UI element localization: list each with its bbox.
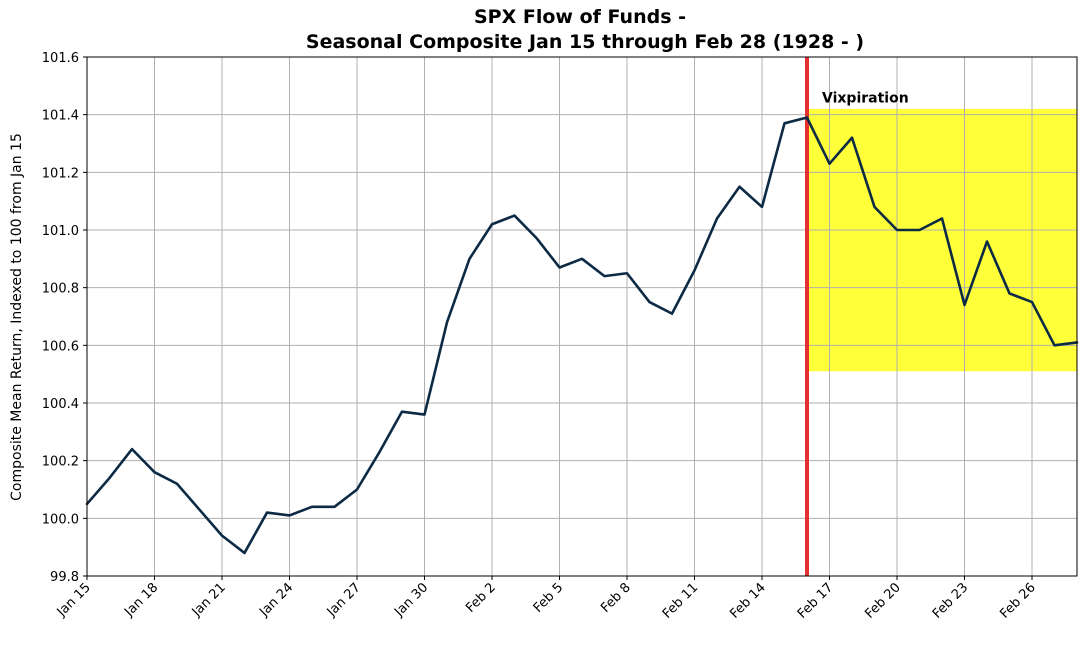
x-tick-label: Jan 27 [324, 580, 364, 620]
x-tick-label: Feb 8 [598, 580, 634, 616]
x-tick-label: Feb 2 [463, 580, 499, 616]
y-tick-label: 101.0 [42, 224, 79, 239]
x-tick-label: Feb 14 [727, 580, 769, 622]
y-tick-label: 101.4 [42, 109, 79, 124]
y-tick-label: 100.2 [42, 455, 79, 470]
x-tick-label: Feb 26 [997, 580, 1039, 622]
x-tick-label: Jan 24 [256, 580, 296, 620]
highlight-band [807, 108, 1077, 372]
x-tick-label: Feb 5 [531, 580, 567, 616]
y-tick-label: 100.0 [42, 512, 79, 527]
x-tick-label: Jan 15 [54, 580, 94, 620]
annotation-label: Vixpiration [822, 90, 909, 106]
plot-frame [86, 56, 1078, 577]
chart-title-line-2: Seasonal Composite Jan 15 through Feb 28… [306, 31, 864, 53]
x-tick-label: Feb 23 [930, 580, 972, 622]
y-tick-label: 100.6 [42, 339, 79, 354]
y-tick-label: 101.6 [42, 51, 79, 66]
x-tick-label: Feb 20 [862, 580, 904, 622]
series-line [85, 116, 1079, 555]
x-tick-label: Feb 11 [660, 580, 702, 622]
y-tick-label: 99.8 [50, 570, 79, 585]
x-tick-label: Jan 21 [189, 580, 229, 620]
x-tick-label: Jan 18 [121, 580, 161, 620]
x-tick-label: Feb 17 [795, 580, 837, 622]
y-axis-label: Composite Mean Return, Indexed to 100 fr… [9, 133, 25, 501]
y-tick-label: 100.4 [42, 397, 79, 412]
y-tick-label: 101.2 [42, 166, 79, 181]
x-tick-label: Jan 30 [391, 580, 431, 620]
y-tick-label: 100.8 [42, 282, 79, 297]
chart-title-line-1: SPX Flow of Funds - [474, 6, 686, 28]
